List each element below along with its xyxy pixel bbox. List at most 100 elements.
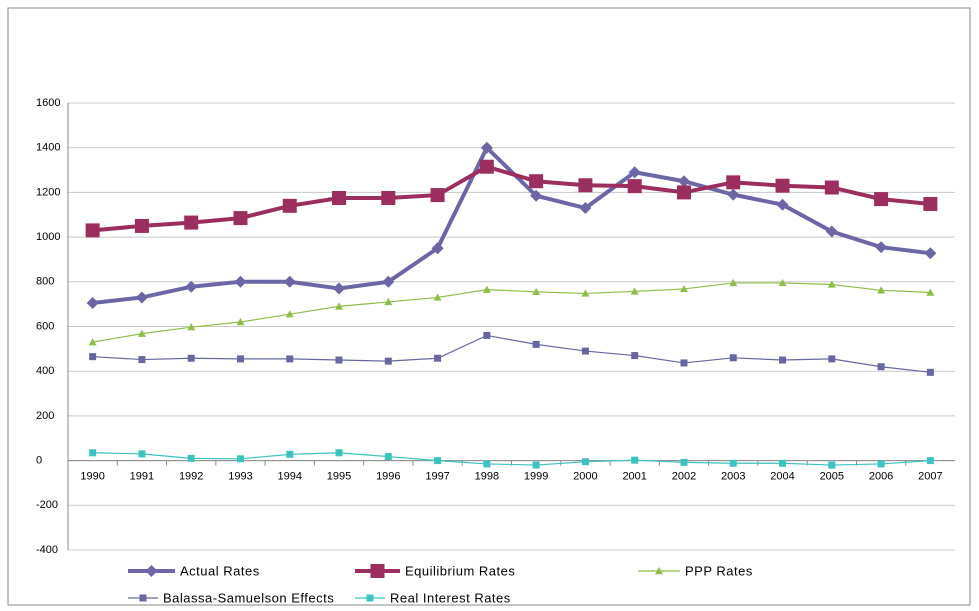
data-point xyxy=(529,174,544,189)
data-point xyxy=(430,188,445,203)
legend-label: Real Interest Rates xyxy=(390,590,511,605)
series-line xyxy=(92,334,931,373)
data-point xyxy=(135,291,148,304)
data-point xyxy=(134,218,149,233)
data-point xyxy=(483,460,491,468)
x-tick-label: 2001 xyxy=(622,471,646,483)
x-tick-label: 1990 xyxy=(80,471,104,483)
y-tick-label: 1000 xyxy=(36,231,60,243)
data-point xyxy=(85,223,100,238)
data-point xyxy=(483,331,491,339)
x-tick-label: 1993 xyxy=(228,471,252,483)
data-point xyxy=(236,318,245,326)
data-point xyxy=(779,356,787,364)
data-point xyxy=(384,297,393,306)
data-point xyxy=(283,275,296,288)
data-point xyxy=(282,198,297,213)
data-point xyxy=(530,189,543,202)
data-point xyxy=(532,461,540,469)
series-line xyxy=(92,144,931,306)
data-point xyxy=(381,190,396,205)
data-point xyxy=(479,159,494,174)
y-tick-label: 0 xyxy=(36,455,42,467)
x-tick-label: 2000 xyxy=(573,471,597,483)
data-point xyxy=(828,461,836,469)
y-tick-label: 1400 xyxy=(36,142,60,154)
y-tick-label: -200 xyxy=(36,499,58,511)
data-point xyxy=(630,287,639,295)
data-point xyxy=(778,278,787,287)
x-tick-label: 2003 xyxy=(721,471,745,483)
data-point xyxy=(236,455,244,463)
legend-marker xyxy=(655,567,663,575)
data-point xyxy=(382,275,395,288)
y-tick-label: 800 xyxy=(36,276,54,288)
x-tick-label: 2007 xyxy=(918,471,942,483)
data-point xyxy=(679,284,688,293)
data-point xyxy=(877,460,885,468)
legend-marker xyxy=(145,565,158,577)
data-point xyxy=(824,180,839,195)
data-point xyxy=(384,453,392,461)
data-point xyxy=(926,368,934,376)
legend-label: Balassa-Samuelson Effects xyxy=(163,590,334,605)
y-tick-label: 1600 xyxy=(36,97,60,109)
data-point xyxy=(926,288,935,296)
data-point xyxy=(137,329,146,337)
data-point xyxy=(729,278,738,287)
data-point xyxy=(726,175,741,190)
x-tick-label: 2005 xyxy=(820,471,844,483)
data-point xyxy=(729,354,737,362)
data-point xyxy=(581,458,589,466)
legend-label: PPP Rates xyxy=(685,563,753,578)
x-tick-label: 2002 xyxy=(672,471,696,483)
data-point xyxy=(286,450,294,458)
data-point xyxy=(680,458,688,466)
series-line xyxy=(92,164,931,233)
data-point xyxy=(335,449,343,457)
legend-label: Equilibrium Rates xyxy=(405,563,515,578)
data-point xyxy=(532,287,541,296)
data-point xyxy=(138,356,146,364)
data-point xyxy=(776,198,789,211)
data-point xyxy=(332,190,347,205)
data-point xyxy=(185,280,198,293)
data-point xyxy=(874,192,889,207)
x-tick-label: 2006 xyxy=(869,471,893,483)
data-point xyxy=(677,175,690,188)
y-tick-label: 600 xyxy=(36,320,54,332)
data-point xyxy=(335,302,344,310)
data-point xyxy=(187,454,195,462)
data-point xyxy=(926,457,934,465)
y-tick-label: 200 xyxy=(36,410,54,422)
data-point xyxy=(236,355,244,363)
data-point xyxy=(631,352,639,360)
data-point xyxy=(234,275,247,288)
data-point xyxy=(434,457,442,465)
x-tick-label: 1997 xyxy=(425,471,449,483)
data-point xyxy=(434,354,442,362)
data-point xyxy=(581,347,589,355)
y-tick-label: 400 xyxy=(36,365,54,377)
data-point xyxy=(579,202,592,215)
data-point xyxy=(875,241,888,254)
data-point xyxy=(86,297,99,310)
legend: Actual Rates Equilibrium Rates PPP Rates Ba… xyxy=(128,563,753,605)
data-point xyxy=(532,340,540,348)
x-tick-label: 1998 xyxy=(475,471,499,483)
data-point xyxy=(627,179,642,194)
legend-marker xyxy=(139,594,147,602)
legend-marker xyxy=(370,564,385,578)
series-line xyxy=(92,452,931,466)
data-point xyxy=(285,310,294,318)
x-tick-label: 1999 xyxy=(524,471,548,483)
data-point xyxy=(676,185,691,200)
data-point xyxy=(184,215,199,230)
data-point xyxy=(827,280,836,288)
x-tick-label: 1995 xyxy=(327,471,351,483)
data-point xyxy=(924,247,937,260)
data-point xyxy=(578,178,593,193)
data-point xyxy=(727,188,740,201)
